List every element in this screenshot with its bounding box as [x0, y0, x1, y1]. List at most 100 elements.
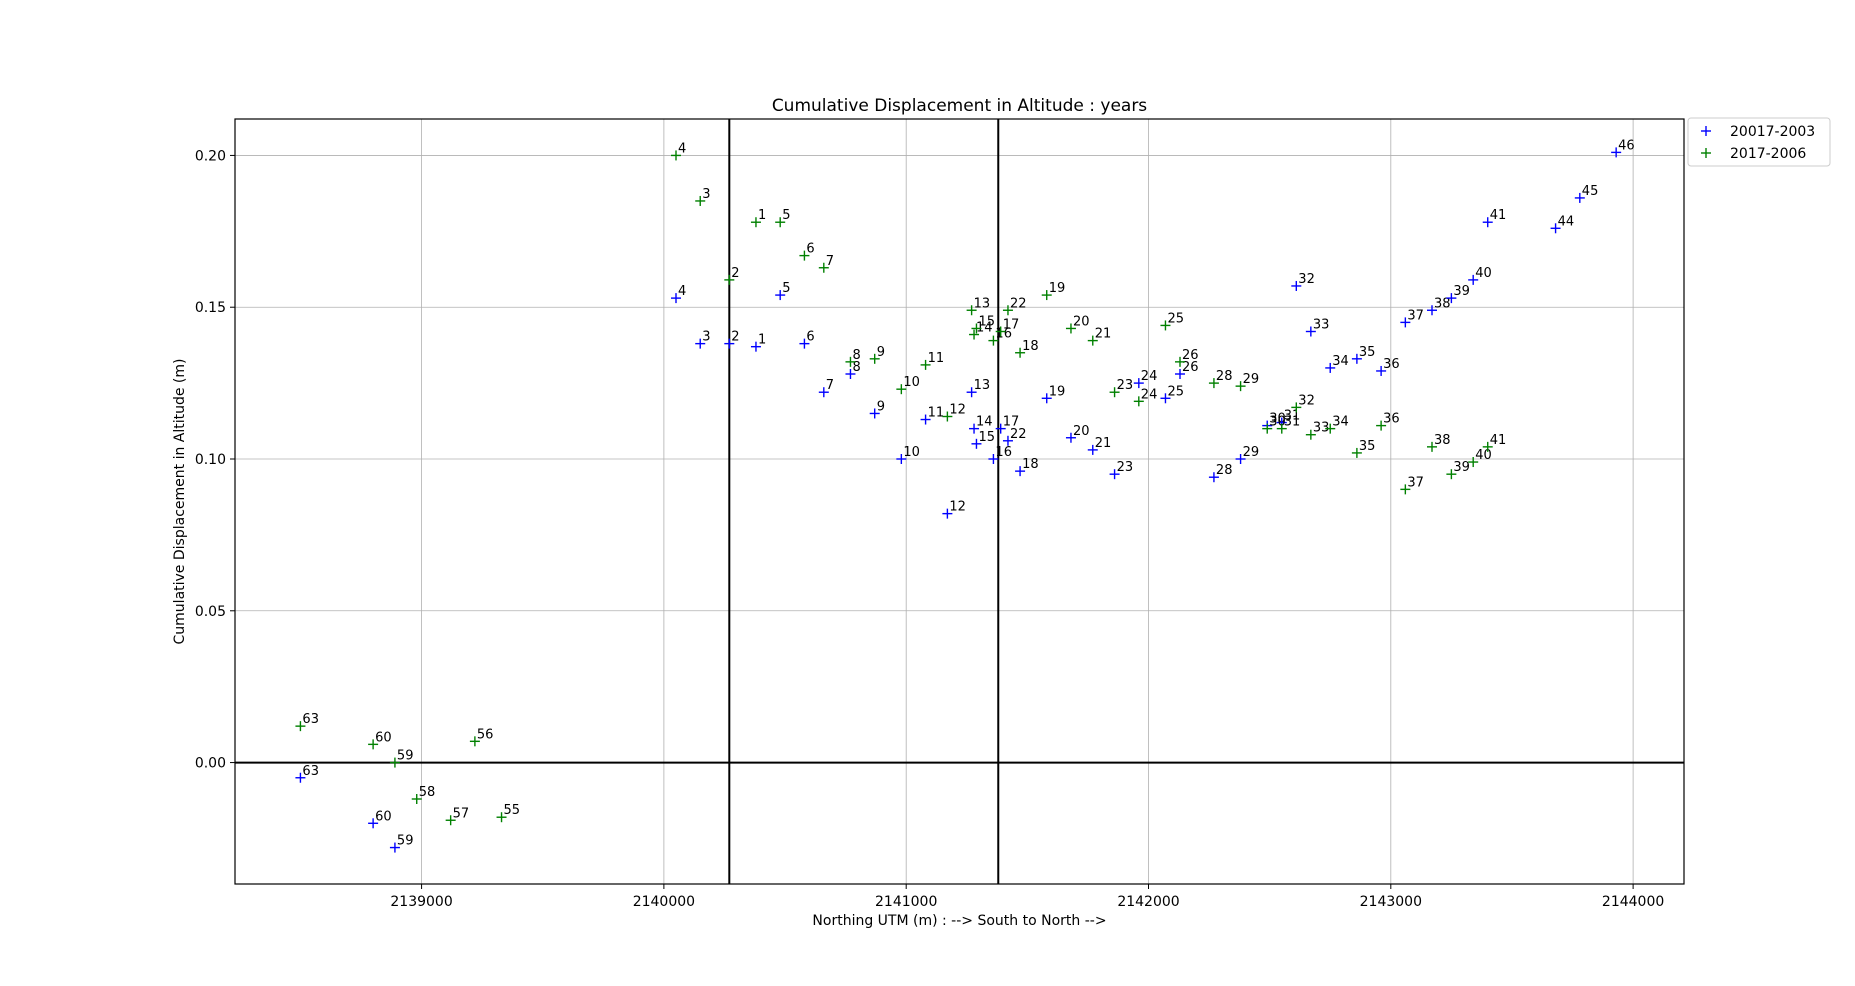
data-point-marker: [969, 423, 980, 434]
legend-marker-series-1: [1701, 126, 1711, 136]
data-point-marker: [1235, 454, 1246, 464]
data-point-marker: [1376, 365, 1387, 376]
data-point-marker: [1468, 457, 1479, 468]
legend-box: [1687, 117, 1831, 167]
plot-frame: [234, 118, 1685, 885]
data-point-label: 6: [806, 242, 814, 257]
legend: 20017-2003 2017-2006: [1687, 117, 1831, 167]
data-point-label: 59: [397, 749, 414, 764]
data-point-label: 46: [1618, 138, 1635, 153]
data-point-label: 44: [1558, 214, 1575, 229]
data-point-marker: [1133, 396, 1144, 407]
data-point-label: 3: [702, 330, 710, 345]
data-point-label: 33: [1313, 318, 1330, 333]
data-point-marker: [1065, 432, 1076, 443]
data-point-label: 16: [995, 327, 1012, 342]
data-point-marker: [411, 794, 422, 804]
data-point-marker: [750, 217, 761, 228]
data-point-marker: [869, 408, 880, 419]
data-point-marker: [695, 338, 706, 349]
data-point-marker: [845, 369, 856, 379]
data-point-marker: [295, 721, 306, 732]
data-point-label: 63: [302, 764, 319, 779]
data-point-marker: [1002, 305, 1013, 316]
data-point-label: 26: [1182, 348, 1199, 363]
data-point-label: 58: [419, 785, 436, 800]
data-point-label: 60: [375, 730, 392, 745]
data-point-label: 32: [1298, 393, 1315, 408]
x-tick-label: 2140000: [633, 894, 695, 910]
data-point-marker: [1002, 435, 1013, 446]
data-point-label: 63: [302, 712, 319, 727]
y-axis-label: Cumulative Displacement in Altitude (m): [172, 359, 188, 645]
data-point-marker: [1482, 441, 1493, 452]
data-point-marker: [799, 338, 810, 349]
data-point-marker: [896, 384, 907, 395]
data-point-marker: [1574, 192, 1585, 203]
data-point-marker: [1611, 147, 1622, 158]
data-point-label: 14: [976, 415, 993, 430]
data-point-marker: [1351, 447, 1362, 458]
data-point-marker: [750, 341, 761, 352]
chart-title: Cumulative Displacement in Altitude : ye…: [772, 96, 1147, 116]
data-point-label: 18: [1022, 457, 1039, 472]
data-point-label: 34: [1332, 354, 1349, 369]
data-point-marker: [995, 326, 1006, 337]
data-point-label: 40: [1475, 448, 1492, 463]
data-point-marker: [1160, 393, 1171, 404]
data-point-label: 57: [453, 806, 470, 821]
data-point-marker: [1468, 274, 1479, 285]
data-point-label: 11: [928, 406, 945, 421]
data-point-label: 36: [1383, 357, 1400, 372]
data-point-label: 10: [903, 445, 920, 460]
data-point-marker: [1109, 387, 1120, 398]
data-point-label: 59: [397, 834, 414, 849]
data-point-marker: [389, 842, 400, 853]
data-point-marker: [724, 274, 735, 285]
data-point-label: 25: [1167, 384, 1184, 399]
data-point-marker: [1175, 356, 1185, 367]
data-point-label: 14: [976, 321, 993, 336]
data-point-marker: [966, 387, 977, 398]
data-point-label: 55: [504, 803, 521, 818]
data-point-label: 9: [877, 399, 885, 414]
data-point-label: 2: [731, 330, 739, 345]
data-point-label: 33: [1313, 421, 1330, 436]
data-point-marker: [1550, 223, 1561, 234]
data-point-marker: [818, 262, 829, 273]
data-point-label: 8: [852, 348, 860, 363]
legend-label-series-2: 2017-2006: [1730, 146, 1806, 162]
data-point-label: 1: [758, 208, 766, 223]
data-point-label: 7: [826, 254, 834, 269]
data-point-label: 12: [949, 500, 966, 515]
data-point-label: 37: [1407, 308, 1424, 323]
data-point-label: 12: [949, 403, 966, 418]
y-tick-label: 0.05: [195, 604, 226, 620]
data-point-marker: [1208, 378, 1219, 389]
data-point-label: 29: [1243, 372, 1260, 387]
data-point-marker: [1482, 217, 1493, 228]
legend-marker-series-2: [1701, 148, 1711, 158]
data-point-label: 13: [974, 296, 991, 311]
data-point-label: 41: [1490, 433, 1507, 448]
data-point-marker: [671, 150, 681, 161]
data-point-label: 22: [1010, 296, 1027, 311]
data-point-marker: [1015, 347, 1026, 358]
data-point-marker: [942, 508, 953, 519]
x-axis-label: Northing UTM (m) : --> South to North --…: [812, 913, 1106, 929]
data-point-label: 11: [928, 351, 945, 366]
data-point-marker: [971, 438, 982, 449]
data-point-label: 13: [974, 378, 991, 393]
data-point-label: 8: [852, 360, 860, 375]
data-point-marker: [368, 739, 379, 750]
data-point-marker: [995, 423, 1006, 434]
data-point-marker: [1015, 466, 1026, 477]
data-point-label: 6: [806, 330, 814, 345]
data-point-label: 20: [1073, 314, 1090, 329]
data-point-marker: [1065, 323, 1076, 334]
data-point-marker: [695, 195, 706, 206]
data-point-label: 4: [678, 141, 686, 156]
data-point-marker: [869, 353, 880, 364]
